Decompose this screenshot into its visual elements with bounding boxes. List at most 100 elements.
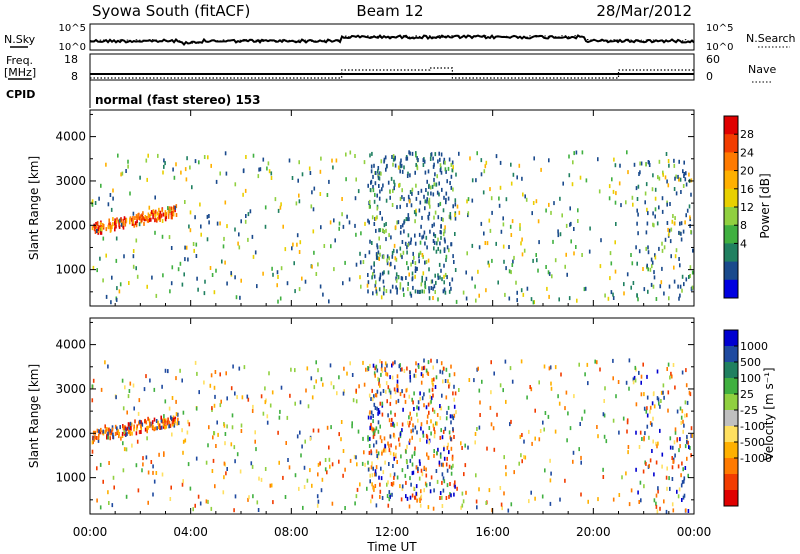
velocity-cell bbox=[447, 442, 449, 447]
power-cell bbox=[414, 170, 416, 175]
power-cell bbox=[159, 210, 162, 215]
velocity-cell bbox=[194, 360, 197, 365]
xtick-label: 00:00 bbox=[677, 525, 712, 539]
velocity-cell bbox=[380, 372, 382, 377]
velocity-cell bbox=[143, 387, 146, 392]
power-cell bbox=[393, 182, 396, 187]
power-cell bbox=[152, 211, 154, 216]
power-cell bbox=[394, 256, 397, 261]
velocity-cell bbox=[394, 390, 397, 395]
power-cell bbox=[502, 222, 505, 227]
velocity-cell bbox=[689, 446, 691, 450]
power-cell bbox=[443, 195, 445, 200]
velocity-cell bbox=[479, 400, 481, 405]
power-cell bbox=[332, 165, 334, 170]
velocity-cell bbox=[473, 378, 475, 383]
power-cell bbox=[120, 222, 123, 227]
power-cell bbox=[134, 216, 136, 221]
velocity-cell bbox=[158, 452, 160, 457]
power-cell bbox=[378, 184, 380, 188]
velocity-cell bbox=[679, 437, 681, 442]
power-cell bbox=[388, 233, 390, 238]
velocity-cell bbox=[408, 440, 411, 445]
power-cell bbox=[439, 241, 441, 246]
power-cell bbox=[252, 254, 255, 259]
velocity-cell bbox=[602, 412, 605, 417]
velocity-cell bbox=[151, 420, 154, 425]
power-cell bbox=[476, 151, 478, 156]
velocity-cell bbox=[417, 418, 419, 423]
velocity-cell bbox=[432, 382, 434, 387]
power-cell bbox=[308, 166, 311, 171]
velocity-cell bbox=[124, 385, 126, 390]
velocity-cell bbox=[286, 415, 289, 420]
velocity-cell bbox=[391, 482, 394, 487]
velocity-cell bbox=[679, 406, 682, 411]
power-cell bbox=[635, 245, 637, 250]
power-cell bbox=[215, 268, 217, 273]
power-cell bbox=[125, 218, 128, 223]
velocity-cell bbox=[358, 384, 360, 389]
velocity-cell bbox=[435, 375, 438, 380]
velocity-cell bbox=[433, 434, 436, 439]
velocity-cell bbox=[519, 434, 522, 439]
velocity-cell bbox=[673, 440, 676, 445]
velocity-cell bbox=[428, 440, 430, 445]
velocity-cell bbox=[396, 422, 398, 427]
velocity-cell bbox=[394, 360, 396, 365]
power-cell bbox=[298, 287, 301, 292]
velocity-cell bbox=[137, 488, 140, 493]
power-cell bbox=[403, 197, 405, 202]
power-cell bbox=[425, 188, 427, 192]
power-cell bbox=[466, 251, 468, 256]
velocity-cell bbox=[628, 502, 631, 507]
power-cell bbox=[431, 223, 434, 228]
velocity-cell bbox=[140, 424, 142, 429]
power-cell bbox=[437, 273, 439, 278]
power-cell bbox=[156, 218, 158, 223]
velocity-cell bbox=[441, 370, 444, 375]
velocity-cell bbox=[402, 407, 404, 412]
velocity-cell bbox=[369, 426, 371, 431]
power-cell bbox=[200, 224, 202, 229]
velocity-cell bbox=[363, 382, 366, 387]
power-cell bbox=[414, 266, 417, 271]
power-cell bbox=[392, 154, 395, 159]
power-cell bbox=[315, 272, 318, 276]
velocity-cell bbox=[549, 365, 552, 370]
power-cell bbox=[115, 236, 118, 241]
power-cell bbox=[196, 276, 198, 281]
velocity-cell bbox=[395, 400, 398, 405]
power-cell bbox=[401, 240, 404, 244]
power-cell bbox=[96, 229, 98, 233]
power-cell bbox=[689, 265, 692, 270]
velocity-cell bbox=[378, 475, 380, 480]
velocity-colorbar-tick-label: -1000 bbox=[740, 452, 772, 465]
power-cell bbox=[548, 271, 551, 276]
power-cell bbox=[391, 254, 394, 259]
power-cell bbox=[299, 240, 302, 245]
power-cell bbox=[156, 211, 159, 216]
power-cell bbox=[471, 178, 474, 183]
power-cell bbox=[630, 285, 632, 290]
velocity-cell bbox=[564, 406, 566, 411]
velocity-cell bbox=[665, 475, 668, 480]
power-cell bbox=[150, 217, 152, 222]
power-cell bbox=[258, 167, 260, 172]
power-cell bbox=[419, 250, 422, 255]
velocity-cell bbox=[444, 379, 447, 383]
power-cell bbox=[338, 226, 340, 231]
power-cell bbox=[652, 173, 654, 178]
power-cell bbox=[598, 189, 601, 194]
velocity-cell bbox=[421, 366, 423, 371]
power-cell bbox=[280, 202, 282, 207]
velocity-cell bbox=[388, 443, 390, 448]
velocity-cell bbox=[304, 439, 306, 444]
velocity-colorbar-swatch bbox=[724, 426, 738, 443]
power-cell bbox=[375, 280, 377, 285]
velocity-cell bbox=[411, 397, 413, 402]
power-cell bbox=[484, 241, 487, 245]
power-colorbar-tick-label: 8 bbox=[740, 219, 747, 232]
power-cell bbox=[420, 282, 423, 287]
